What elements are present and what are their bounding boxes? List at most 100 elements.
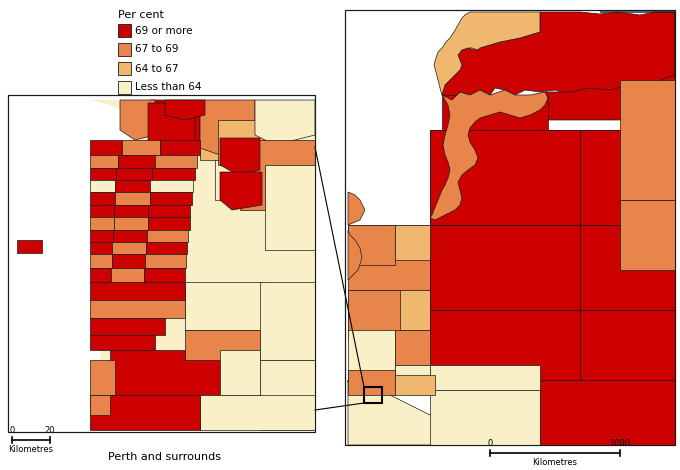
Polygon shape — [218, 120, 265, 165]
Polygon shape — [144, 268, 185, 282]
Bar — [118, 43, 131, 56]
Polygon shape — [430, 225, 580, 310]
Polygon shape — [148, 217, 190, 230]
Polygon shape — [90, 180, 115, 192]
Polygon shape — [260, 100, 315, 145]
Polygon shape — [145, 254, 186, 268]
Polygon shape — [434, 12, 540, 95]
Polygon shape — [395, 365, 430, 385]
Polygon shape — [430, 365, 540, 390]
Polygon shape — [90, 254, 112, 268]
Text: 67 to 69: 67 to 69 — [135, 45, 178, 55]
Polygon shape — [90, 395, 200, 430]
Polygon shape — [112, 254, 145, 268]
Polygon shape — [430, 130, 675, 380]
Text: 64 to 67: 64 to 67 — [135, 63, 178, 73]
Polygon shape — [90, 360, 115, 395]
Polygon shape — [148, 103, 195, 155]
Polygon shape — [90, 205, 114, 217]
Polygon shape — [395, 225, 430, 260]
Polygon shape — [165, 100, 205, 120]
Polygon shape — [90, 192, 115, 205]
Polygon shape — [152, 168, 195, 180]
Polygon shape — [120, 100, 155, 140]
Polygon shape — [17, 240, 42, 253]
Polygon shape — [8, 95, 315, 432]
Polygon shape — [545, 12, 675, 120]
Polygon shape — [260, 282, 315, 360]
Polygon shape — [150, 180, 193, 192]
Polygon shape — [90, 335, 155, 350]
Text: Less than 64: Less than 64 — [135, 83, 201, 93]
Polygon shape — [113, 230, 147, 242]
Polygon shape — [220, 350, 260, 395]
Polygon shape — [580, 310, 675, 380]
Polygon shape — [215, 100, 315, 200]
Polygon shape — [620, 200, 675, 270]
Polygon shape — [90, 155, 118, 168]
Polygon shape — [90, 318, 165, 335]
Polygon shape — [112, 242, 146, 254]
Polygon shape — [430, 130, 675, 225]
Polygon shape — [185, 330, 260, 360]
Polygon shape — [348, 225, 395, 265]
Polygon shape — [348, 330, 395, 380]
Polygon shape — [110, 350, 220, 395]
Polygon shape — [118, 155, 155, 168]
Polygon shape — [55, 100, 315, 430]
Polygon shape — [240, 140, 315, 210]
Polygon shape — [430, 90, 548, 220]
Polygon shape — [395, 330, 430, 365]
Polygon shape — [260, 360, 315, 430]
Polygon shape — [90, 230, 113, 242]
Polygon shape — [148, 205, 190, 217]
Text: 69 or more: 69 or more — [135, 25, 192, 36]
Polygon shape — [150, 100, 200, 150]
Bar — [118, 62, 131, 75]
Polygon shape — [114, 205, 148, 217]
Polygon shape — [265, 165, 315, 250]
Text: 0: 0 — [10, 426, 15, 435]
Polygon shape — [345, 10, 675, 445]
Polygon shape — [122, 140, 160, 155]
Polygon shape — [146, 242, 187, 254]
Polygon shape — [348, 370, 395, 395]
Polygon shape — [442, 95, 548, 135]
Polygon shape — [430, 310, 580, 380]
Polygon shape — [348, 230, 362, 280]
Polygon shape — [620, 80, 675, 200]
Polygon shape — [160, 140, 200, 155]
Polygon shape — [90, 282, 185, 300]
Polygon shape — [90, 268, 111, 282]
Polygon shape — [90, 300, 185, 318]
Polygon shape — [116, 168, 152, 180]
Polygon shape — [200, 100, 255, 155]
Polygon shape — [540, 380, 675, 445]
Polygon shape — [580, 225, 675, 310]
Bar — [118, 81, 131, 94]
Polygon shape — [150, 192, 192, 205]
Polygon shape — [115, 192, 150, 205]
Polygon shape — [90, 168, 116, 180]
Polygon shape — [220, 138, 260, 175]
Polygon shape — [348, 225, 430, 290]
Polygon shape — [348, 380, 500, 445]
Polygon shape — [255, 100, 315, 145]
Text: Per cent: Per cent — [118, 10, 164, 20]
Polygon shape — [395, 375, 435, 395]
Polygon shape — [185, 282, 265, 330]
Polygon shape — [147, 230, 188, 242]
Text: 20: 20 — [45, 426, 55, 435]
Polygon shape — [200, 100, 265, 160]
Polygon shape — [90, 140, 122, 155]
Polygon shape — [200, 395, 315, 430]
Polygon shape — [348, 192, 365, 225]
Text: 0: 0 — [488, 439, 492, 448]
Polygon shape — [90, 242, 112, 254]
Polygon shape — [155, 155, 197, 168]
Polygon shape — [111, 268, 144, 282]
Polygon shape — [442, 12, 675, 105]
Text: Perth and surrounds: Perth and surrounds — [109, 452, 222, 462]
Polygon shape — [348, 290, 400, 340]
Polygon shape — [220, 172, 262, 210]
